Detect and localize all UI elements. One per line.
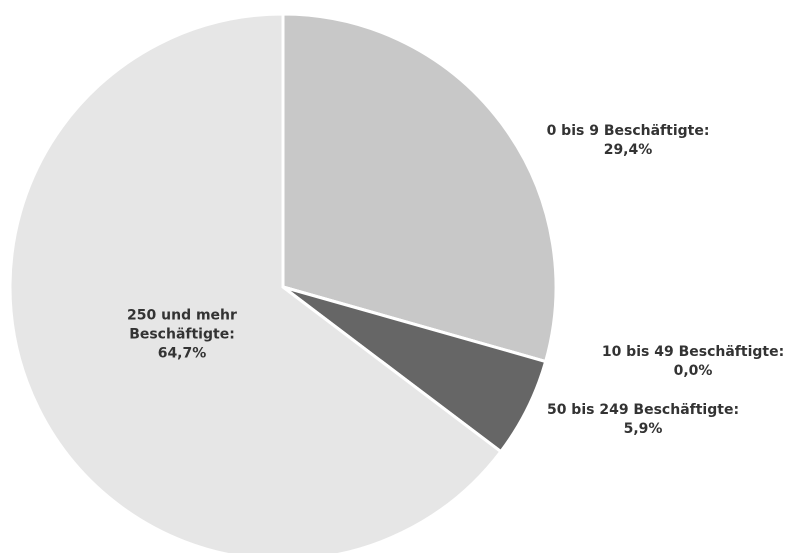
pie-slice: [8, 12, 503, 553]
slice-category: 50 bis 249 Beschäftigte:: [546, 402, 740, 418]
slice-label: 50 bis 249 Beschäftigte: 5,9%: [513, 401, 773, 439]
slice-value: 5,9%: [623, 421, 663, 437]
slice-label: 10 bis 49 Beschäftigte: 0,0%: [563, 343, 796, 381]
slice-value: 64,7%: [157, 345, 207, 362]
slice-label: 0 bis 9 Beschäftigte: 29,4%: [498, 122, 758, 160]
pie-slice: [281, 12, 558, 364]
slice-category: 250 und mehr Beschäftigte:: [127, 307, 237, 343]
slice-value: 0,0%: [673, 363, 713, 379]
slice-label: 250 und mehr Beschäftigte: 64,7%: [112, 307, 252, 364]
slice-category: 0 bis 9 Beschäftigte:: [546, 123, 710, 139]
slice-value: 29,4%: [603, 142, 653, 158]
slice-category: 10 bis 49 Beschäftigte:: [601, 344, 785, 360]
